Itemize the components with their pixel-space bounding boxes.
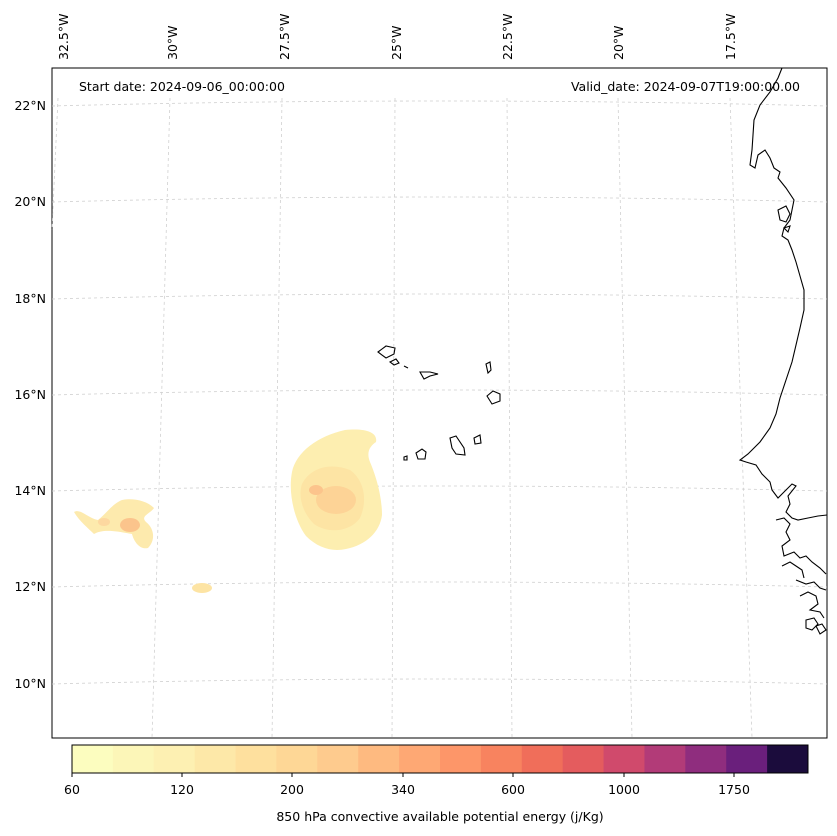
colorbar-swatch xyxy=(603,745,645,773)
colorbar-swatch xyxy=(358,745,400,773)
colorbar xyxy=(71,744,809,774)
colorbar-swatch xyxy=(521,745,564,773)
colorbar-swatch xyxy=(399,745,441,773)
cape-blob-main-core xyxy=(316,486,356,514)
island-sal xyxy=(485,361,492,375)
guinea-coast xyxy=(775,517,827,635)
cb-tick-label: 200 xyxy=(280,782,304,797)
island-santiago xyxy=(449,435,466,456)
meridian-30w xyxy=(151,97,171,739)
colorbar-swatch xyxy=(644,745,686,773)
colorbar-swatch xyxy=(194,745,237,773)
cape-blob-small xyxy=(192,583,212,593)
colorbar-swatch xyxy=(562,745,605,773)
parallel-18n xyxy=(51,293,828,300)
graticule xyxy=(51,97,828,739)
lat-label: 18°N xyxy=(14,291,46,306)
lat-label: 14°N xyxy=(14,483,46,498)
map-frame xyxy=(51,67,828,739)
meridian-32-5w xyxy=(51,97,59,231)
colorbar-swatch xyxy=(480,745,523,773)
colorbar-swatch xyxy=(276,745,318,773)
parallel-10n xyxy=(51,678,828,685)
cape-blob-west-spot xyxy=(98,518,110,526)
africa-coastline xyxy=(738,67,828,521)
cape-field xyxy=(74,429,382,593)
coast-islet-south xyxy=(782,225,791,234)
island-santa-luzia xyxy=(403,365,409,369)
lat-label: 12°N xyxy=(14,579,46,594)
lon-label: 22.5°W xyxy=(500,14,515,60)
meridian-25w xyxy=(391,97,396,739)
lon-label: 20°W xyxy=(611,25,626,60)
cb-tick-label: 1000 xyxy=(608,782,640,797)
lon-label: 30°W xyxy=(165,25,180,60)
coast-islet-north xyxy=(777,205,791,223)
meridian-17-5w xyxy=(729,97,753,739)
island-sao-vicente xyxy=(388,358,400,366)
colorbar-ticks: 60 120 200 340 600 1000 1750 xyxy=(64,773,750,797)
parallel-20n xyxy=(51,196,828,203)
island-fogo xyxy=(415,448,427,460)
lon-label: 25°W xyxy=(389,25,404,60)
lat-label: 20°N xyxy=(14,194,46,209)
colorbar-swatch xyxy=(153,745,196,773)
cape-blob-west xyxy=(74,499,154,549)
colorbar-swatch xyxy=(726,745,768,773)
island-santo-antao xyxy=(377,345,396,359)
colorbar-swatch xyxy=(72,745,114,773)
cb-tick-label: 340 xyxy=(391,782,415,797)
lat-label: 10°N xyxy=(14,676,46,691)
lat-labels: 22°N 20°N 18°N 16°N 14°N 12°N 10°N xyxy=(14,98,46,691)
parallel-22n xyxy=(51,100,828,107)
colorbar-swatch xyxy=(685,745,727,773)
island-sao-nicolau xyxy=(419,371,439,380)
colorbar-swatch xyxy=(112,745,155,773)
lat-label: 22°N xyxy=(14,98,46,113)
cb-tick-label: 1750 xyxy=(718,782,750,797)
meridian-27-5w xyxy=(271,97,283,739)
colorbar-swatch xyxy=(440,745,482,773)
island-brava xyxy=(403,455,408,461)
cb-tick-label: 120 xyxy=(170,782,194,797)
start-date: Start date: 2024-09-06_00:00:00 xyxy=(79,79,285,94)
cape-blob-west-core xyxy=(120,518,140,532)
island-boa-vista xyxy=(486,390,501,405)
cb-tick-label: 600 xyxy=(501,782,525,797)
parallel-16n xyxy=(51,389,828,396)
parallel-14n xyxy=(51,485,828,492)
colorbar-border xyxy=(71,744,809,774)
coastlines xyxy=(377,67,828,635)
lat-label: 16°N xyxy=(14,387,46,402)
colorbar-title: 850 hPa convective available potential e… xyxy=(276,809,603,824)
cb-tick-label: 60 xyxy=(64,782,80,797)
lon-label: 32.5°W xyxy=(56,14,71,60)
lon-labels: 32.5°W 30°W 27.5°W 25°W 22.5°W 20°W 17.5… xyxy=(56,14,738,60)
valid-date: Valid_date: 2024-09-07T19:00:00.00 xyxy=(571,79,800,94)
parallel-12n xyxy=(51,581,828,588)
colorbar-swatch xyxy=(235,745,277,773)
lon-label: 27.5°W xyxy=(277,14,292,60)
cape-blob-main-peak xyxy=(309,485,323,495)
colorbar-swatch xyxy=(317,745,359,773)
lon-label: 17.5°W xyxy=(723,14,738,60)
meridian-20w xyxy=(617,97,633,739)
island-maio xyxy=(473,434,482,445)
meridian-22-5w xyxy=(506,97,513,739)
colorbar-swatch xyxy=(767,745,809,773)
